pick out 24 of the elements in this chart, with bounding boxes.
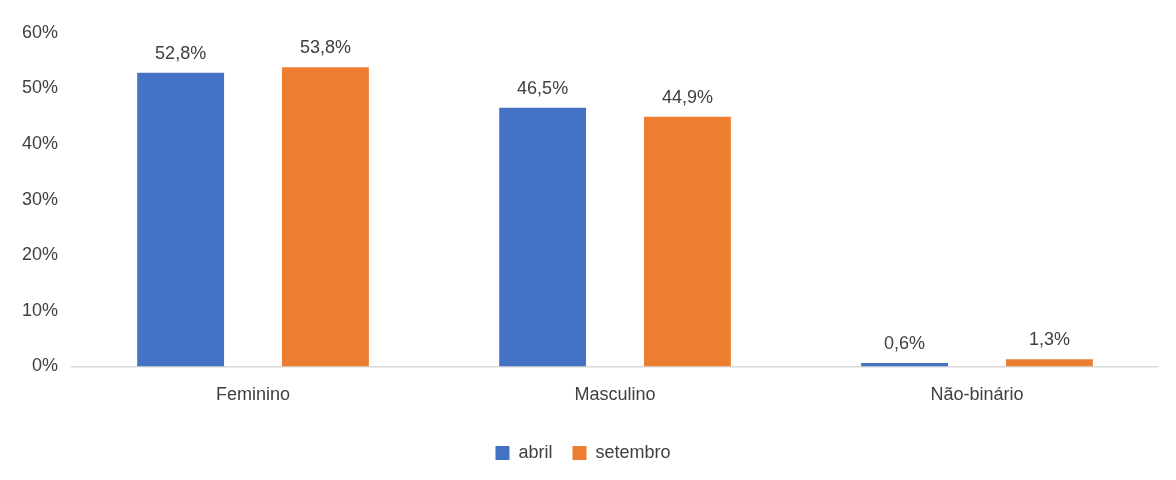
data-label: 1,3% [1028, 329, 1070, 350]
data-label: 46,5% [517, 77, 569, 98]
x-tick-label: Masculino [574, 384, 656, 405]
y-tick-label: 20% [22, 244, 59, 265]
y-tick-label: 30% [22, 188, 59, 209]
y-tick-label: 50% [22, 77, 59, 98]
data-label: 0,6% [884, 333, 926, 354]
legend-label: abril [518, 441, 553, 462]
bar [499, 107, 587, 367]
x-tick-label: Feminino [216, 384, 291, 405]
legend-label: setembro [595, 441, 671, 462]
bar [643, 116, 731, 367]
x-tick-label: Não-binário [930, 384, 1024, 405]
bar [137, 72, 225, 367]
data-label: 44,9% [661, 86, 713, 107]
y-tick-label: 10% [22, 299, 59, 320]
bar [1005, 359, 1093, 367]
data-label: 53,8% [299, 37, 351, 58]
y-tick-label: 60% [22, 21, 59, 42]
bar [281, 67, 369, 367]
y-tick-label: 40% [22, 132, 59, 153]
y-tick-label: 0% [32, 355, 59, 376]
data-label: 52,8% [155, 42, 207, 63]
bar [861, 363, 949, 367]
